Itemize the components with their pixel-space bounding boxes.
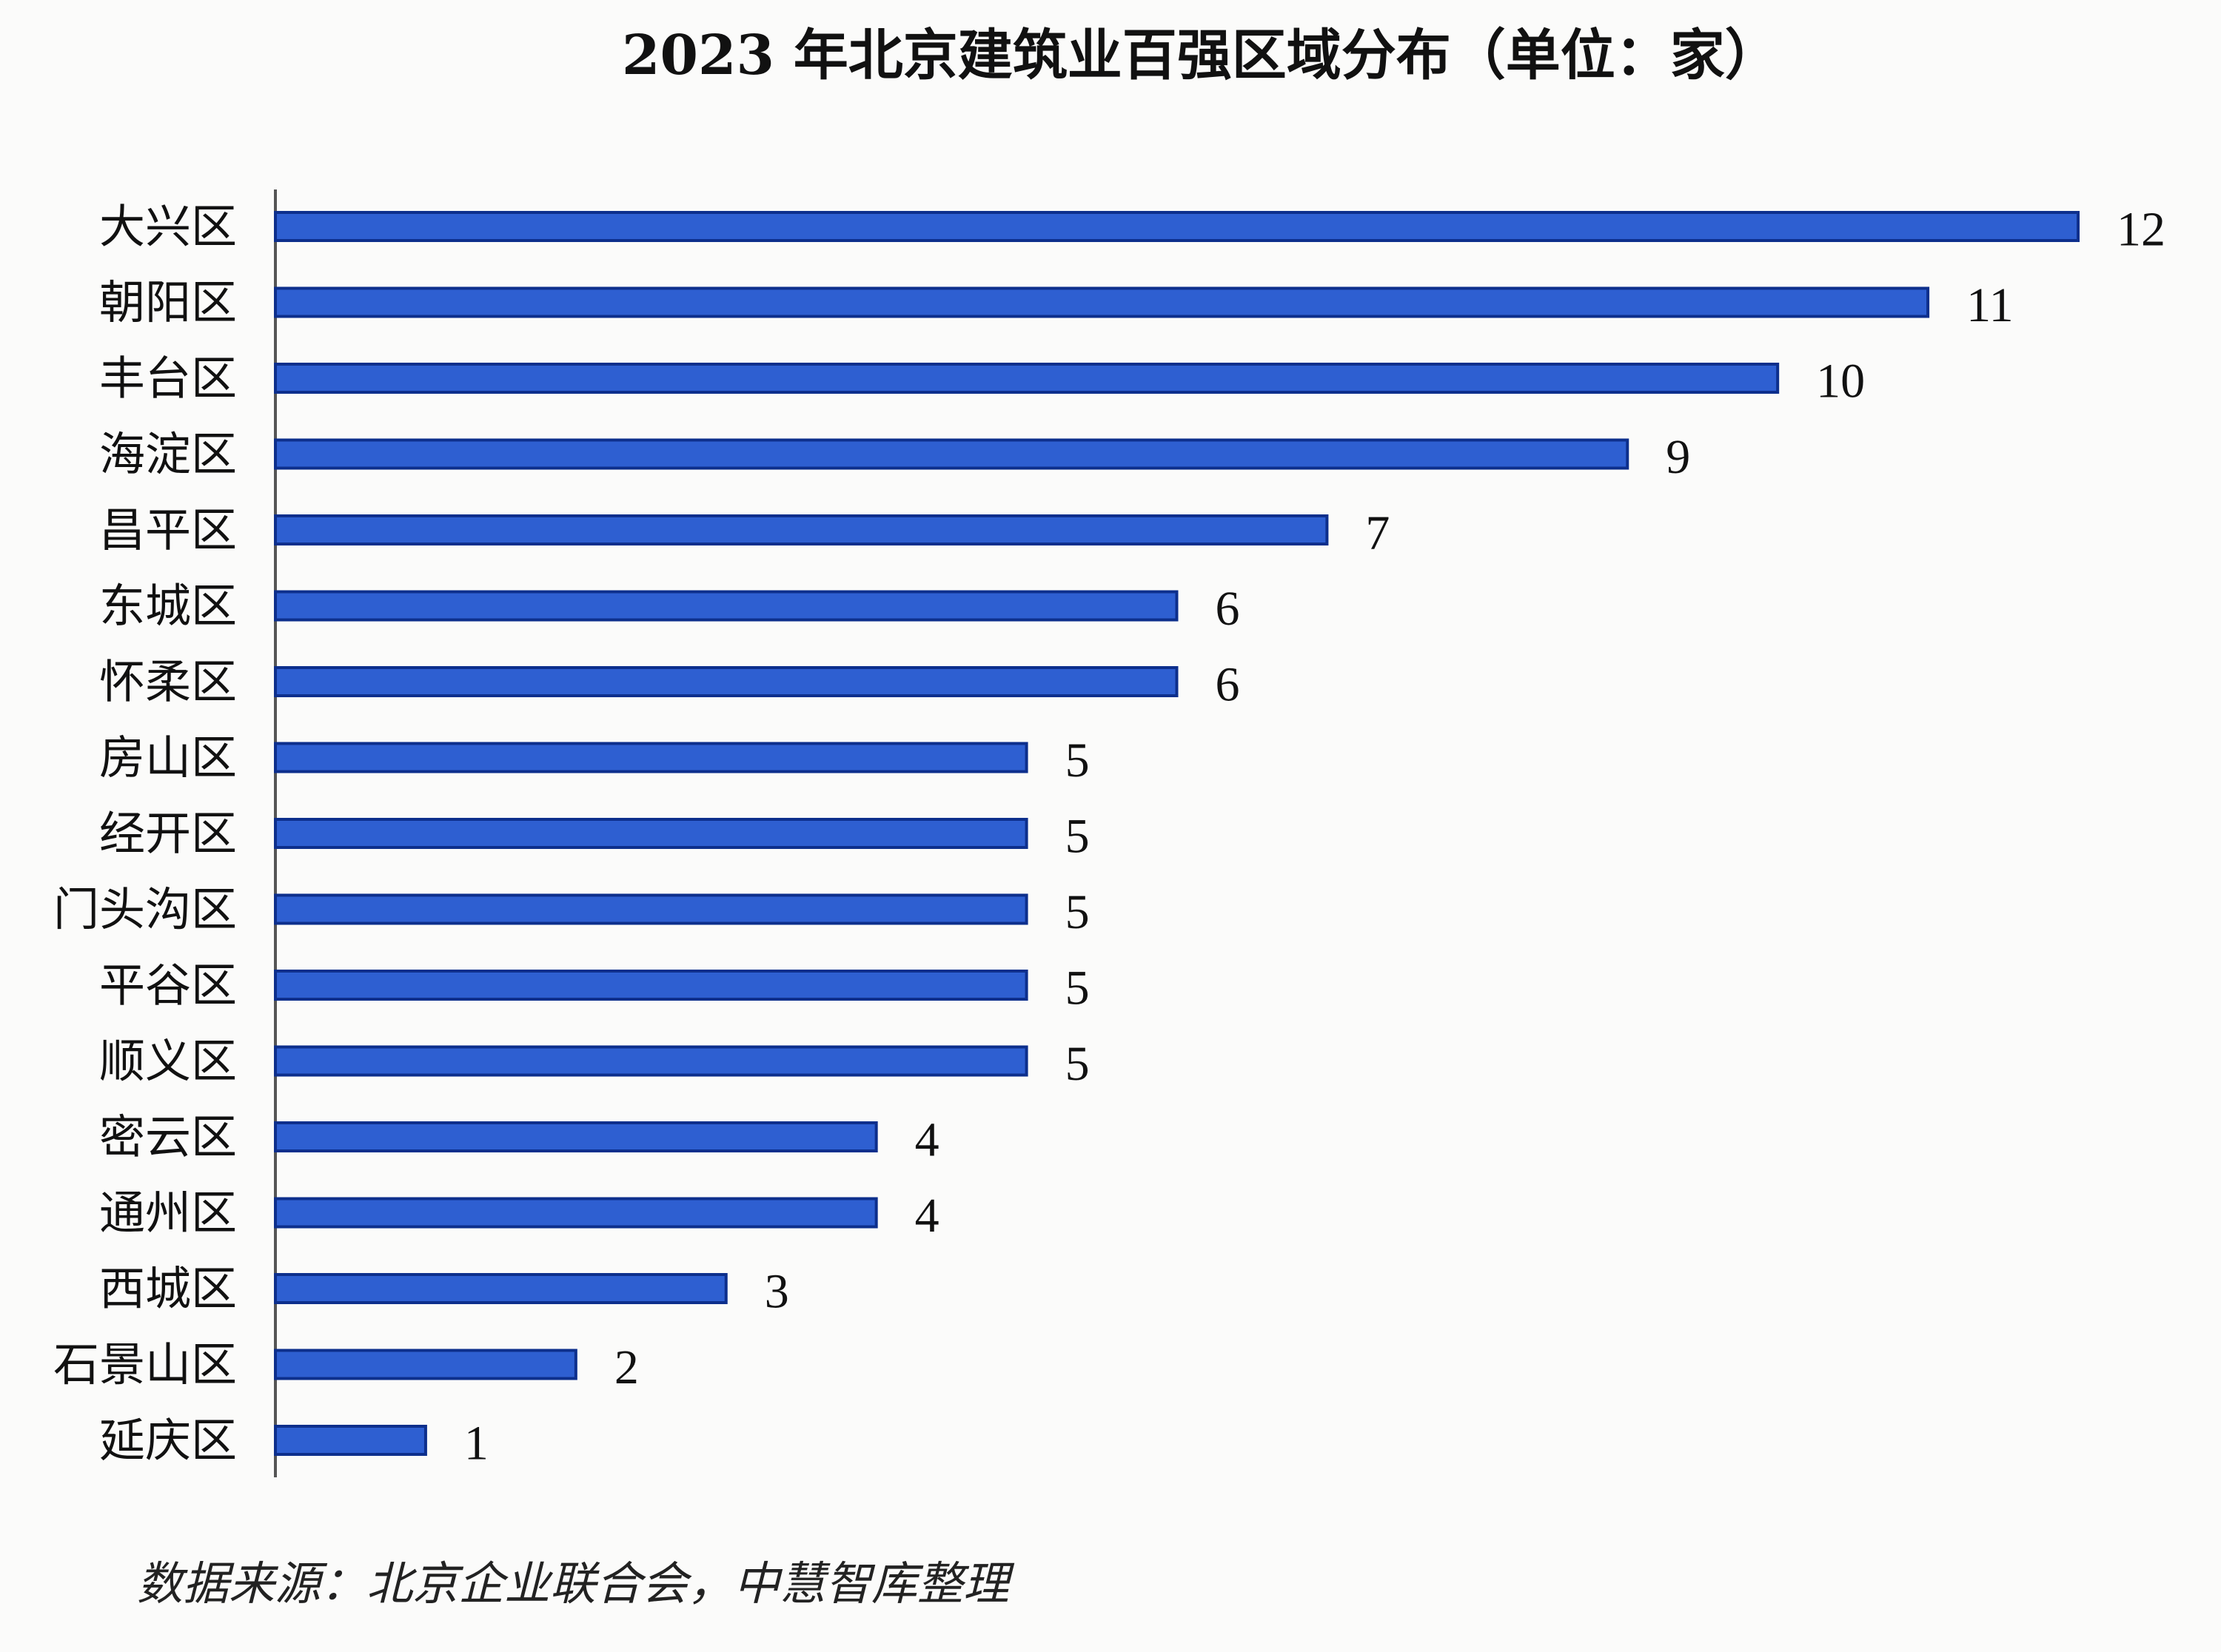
category-label: 东城区 [99, 579, 237, 633]
chart-title: 2023 年北京建筑业百强区域分布（单位：家） [622, 24, 1780, 87]
category-label: 石景山区 [53, 1337, 237, 1391]
category-label: 朝阳区 [99, 275, 237, 329]
value-label: 10 [1816, 355, 1865, 409]
value-label: 7 [1365, 506, 1390, 560]
value-labels: 12 11 10 9 7 6 6 5 5 5 5 5 4 4 3 2 1 [464, 203, 2165, 1471]
value-label: 5 [1065, 733, 1090, 788]
source-note: 数据来源：北京企业联合会，中慧智库整理 [137, 1557, 1010, 1611]
bar [274, 742, 1028, 773]
bar [274, 666, 1179, 697]
category-label: 海淀区 [99, 427, 237, 481]
category-label: 延庆区 [99, 1414, 237, 1468]
value-label: 3 [765, 1265, 789, 1319]
value-label: 2 [614, 1340, 639, 1394]
bar [274, 970, 1028, 1001]
value-label: 4 [915, 1113, 939, 1167]
bar [274, 1197, 878, 1229]
category-label: 平谷区 [99, 958, 237, 1013]
category-label: 房山区 [99, 731, 237, 785]
bar [274, 438, 1629, 470]
category-label: 通州区 [99, 1186, 237, 1240]
category-labels: 大兴区朝阳区丰台区海淀区昌平区东城区怀柔区房山区经开区门头沟区平谷区顺义区密云区… [53, 200, 237, 1468]
bar [274, 1045, 1028, 1077]
value-label: 5 [1065, 885, 1090, 939]
bar [274, 514, 1329, 545]
bar [274, 1273, 728, 1304]
bar [274, 1121, 878, 1152]
category-label: 顺义区 [99, 1034, 237, 1088]
value-label: 11 [1966, 278, 2014, 332]
value-label: 12 [2117, 203, 2165, 257]
bar [274, 211, 2080, 242]
category-label: 门头沟区 [53, 882, 237, 936]
category-label: 怀柔区 [99, 655, 237, 709]
category-label: 丰台区 [99, 352, 237, 406]
value-label: 9 [1666, 430, 1690, 484]
bar [274, 893, 1028, 925]
category-label: 西城区 [99, 1262, 237, 1316]
category-label: 经开区 [99, 807, 237, 861]
value-label: 5 [1065, 810, 1090, 864]
bar [274, 363, 1780, 394]
category-label: 昌平区 [99, 503, 237, 557]
bar [274, 1425, 427, 1456]
category-label: 大兴区 [99, 200, 237, 254]
value-label: 6 [1216, 658, 1240, 712]
value-label: 5 [1065, 1037, 1090, 1091]
value-label: 6 [1216, 582, 1240, 636]
category-label: 密云区 [99, 1110, 237, 1164]
value-label: 5 [1065, 961, 1090, 1015]
bar [274, 590, 1179, 622]
bar [274, 286, 1930, 318]
bar [274, 818, 1028, 849]
value-label: 1 [464, 1417, 489, 1471]
bar [274, 1349, 577, 1380]
bars-layer [274, 211, 2080, 1456]
value-label: 4 [915, 1189, 939, 1243]
